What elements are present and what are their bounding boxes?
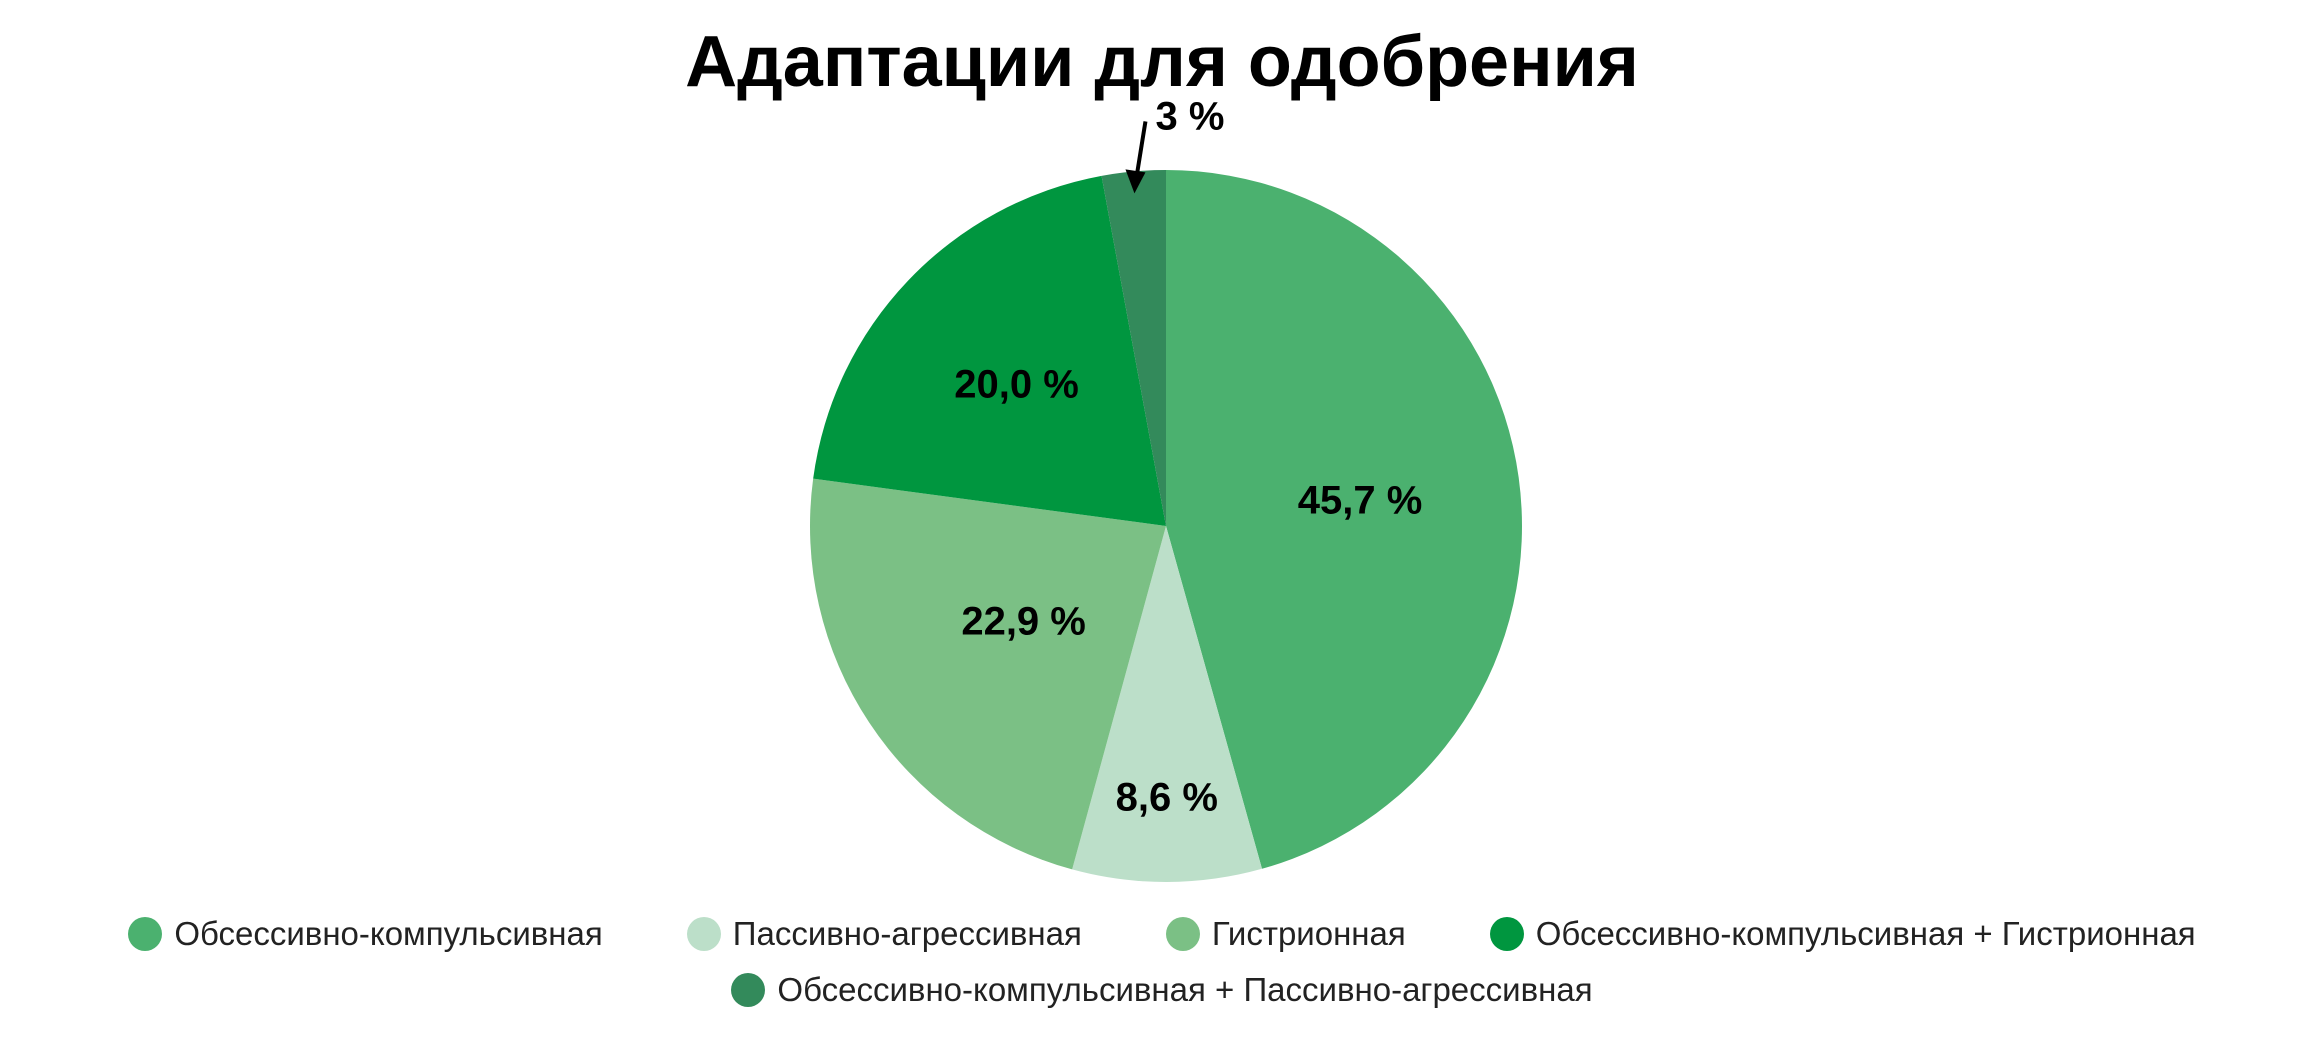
legend-swatch (1165, 917, 1200, 951)
legend-row: Обсессивно-компульсивная + Пассивно-агре… (0, 971, 2324, 1009)
slice-label: 20,0 % (954, 363, 1079, 407)
pie-slice (1101, 170, 1166, 526)
slice-label: 22,9 % (961, 599, 1086, 643)
pie-slice-labels: 45,7 % 8,6 % 22,9 % 20,0 % 3 % (954, 94, 1422, 819)
slice-label: 3 % (1155, 94, 1224, 138)
legend-swatch (128, 917, 163, 951)
legend-swatch (731, 973, 766, 1007)
legend-row: Обсессивно-компульсивная Пассивно-агресси… (0, 915, 2324, 953)
legend-label: Обсессивно-компульсивная + Гистрионная (1535, 915, 2196, 952)
legend-label: Пассивно-агрессивная (732, 915, 1082, 952)
callout-arrow-line (1134, 121, 1148, 178)
legend-swatch (686, 917, 721, 951)
legend-swatch (1489, 917, 1524, 951)
slice-label: 8,6 % (1116, 776, 1218, 820)
legend-item: Обсессивно-компульсивная + Пассивно-агре… (731, 971, 1593, 1009)
pie-slice (1166, 170, 1522, 869)
legend-label: Обсессивно-компульсивная + Пассивно-агре… (777, 971, 1593, 1008)
chart-title: Адаптации для одобрения (685, 22, 1639, 102)
legend-item: Гистрионная (1165, 915, 1406, 953)
pie-slice (1072, 526, 1262, 883)
pie-slices (809, 170, 1522, 883)
slice-label: 45,7 % (1298, 478, 1423, 522)
legend-label: Обсессивно-компульсивная (174, 915, 603, 952)
pie-slice (813, 175, 1166, 526)
legend-item: Обсессивно-компульсивная + Гистрионная (1489, 915, 2196, 953)
legend-item: Пассивно-агрессивная (686, 915, 1082, 953)
legend-item: Обсессивно-компульсивная (128, 915, 603, 953)
pie-slice (809, 478, 1166, 870)
legend-label: Гистрионная (1211, 915, 1406, 952)
callout-arrow-head (1125, 169, 1146, 194)
